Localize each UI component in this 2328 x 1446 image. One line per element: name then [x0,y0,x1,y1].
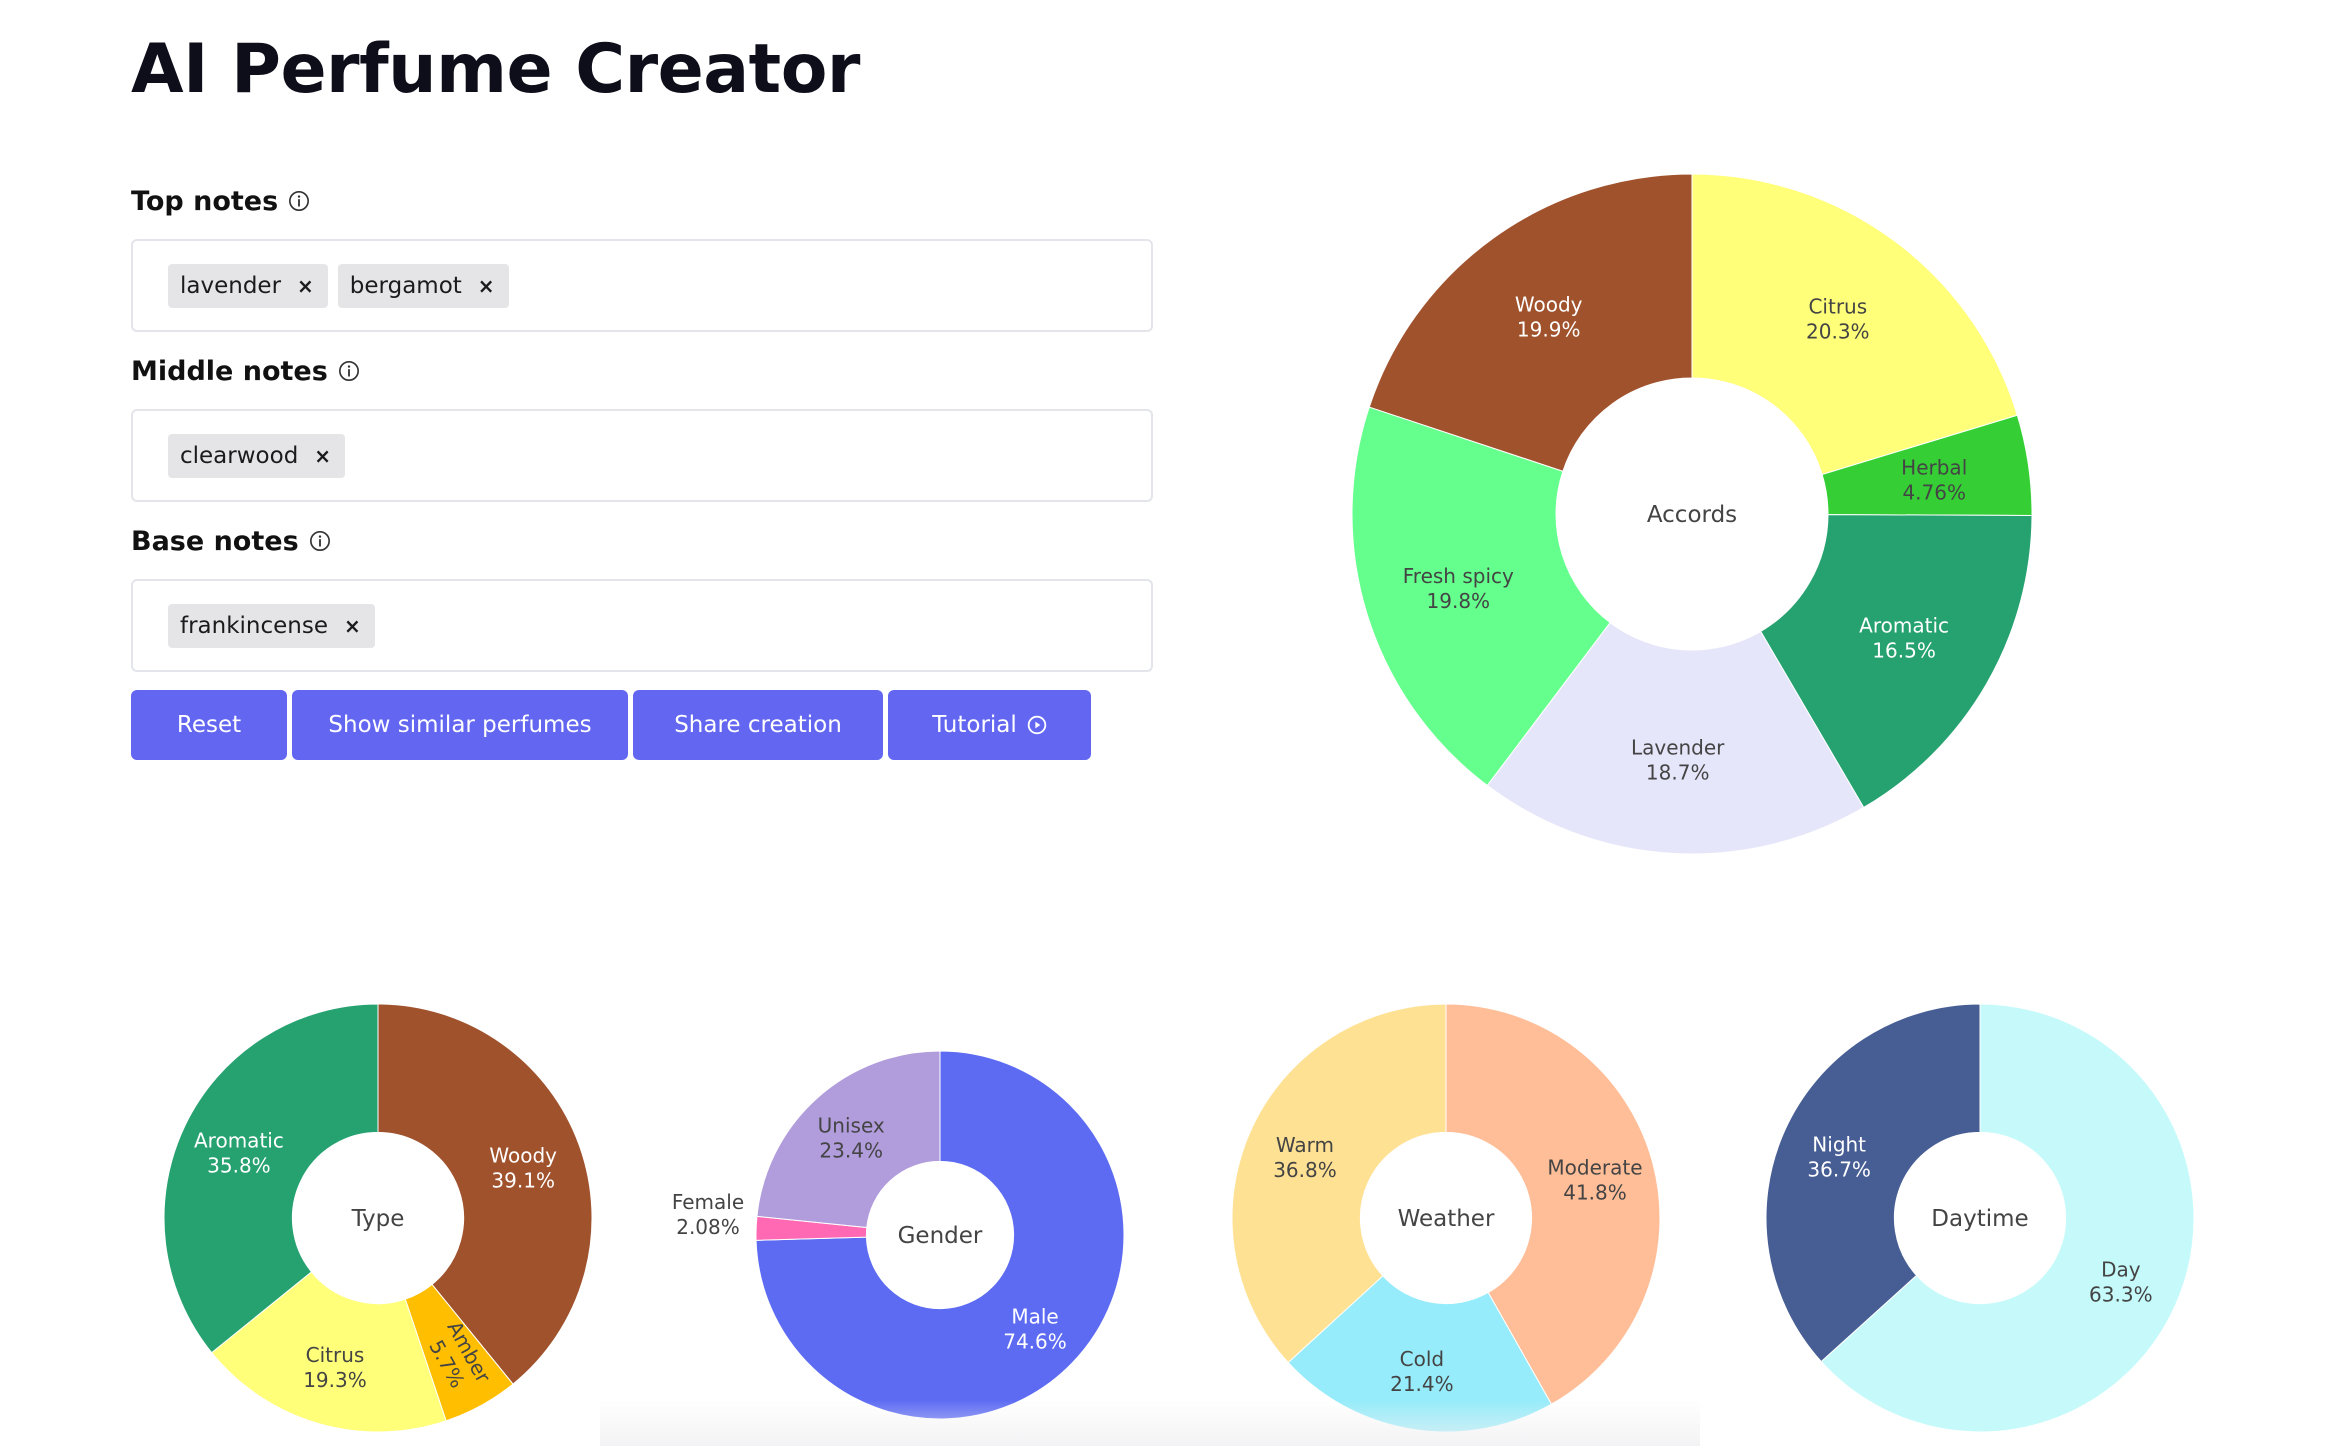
share-creation-button[interactable]: Share creation [633,690,883,760]
remove-chip-icon[interactable]: × [344,613,361,638]
top-notes-input[interactable]: lavender × bergamot × [131,239,1153,332]
slice-label: Lavender 18.7% [1631,735,1725,784]
type-donut-chart: Woody 39.1%Amber5.7%Citrus 19.3%Aromatic 35… [163,1003,593,1433]
chip-label: bergamot [349,272,462,299]
chart-center-label: Daytime [1931,1206,2028,1232]
slice-label: Female 2.08% [672,1190,744,1239]
slice-lavender[interactable] [1486,621,1865,855]
slice-label: Aromatic 35.8% [194,1129,284,1178]
slice-label: Citrus 20.3% [1806,294,1870,343]
info-icon[interactable] [309,530,331,552]
base-notes-label-text: Base notes [131,525,299,557]
weather-donut-chart: Moderate 41.8% Cold 21.4% Warm 36.8% Weather [1231,1003,1661,1433]
remove-chip-icon[interactable]: × [314,443,332,468]
slice-label: Woody 39.1% [489,1143,557,1192]
show-similar-perfumes-button[interactable]: Show similar perfumes [292,690,628,760]
slice-label: Night 36.7% [1807,1132,1871,1181]
remove-chip-icon[interactable]: × [297,273,314,298]
slice-label: Herbal 4.76% [1901,456,1967,505]
tutorial-button-label: Tutorial [932,712,1017,738]
top-notes-label: Top notes [131,183,1153,219]
show-similar-button-label: Show similar perfumes [328,712,592,738]
chart-center-label: Gender [898,1223,983,1249]
slice-unisex[interactable] [756,1050,941,1229]
slice-label: Male 74.6% [1003,1304,1067,1353]
note-chip: lavender × [168,263,328,308]
bottom-shadow [600,1400,1700,1446]
tutorial-button[interactable]: Tutorial [888,690,1091,760]
middle-notes-input[interactable]: clearwood × [131,409,1153,502]
remove-chip-icon[interactable]: × [477,273,495,298]
top-notes-section: Top notes lavender × bergamot × [131,183,1153,332]
note-chip: bergamot × [337,263,509,308]
reset-button[interactable]: Reset [131,690,287,760]
slice-label: Aromatic 16.5% [1859,613,1949,662]
daytime-donut-chart: Day 63.3% Night 36.7% Daytime [1765,1003,2195,1433]
top-notes-label-text: Top notes [131,185,279,217]
chip-label: clearwood [180,442,299,469]
base-notes-label: Base notes [131,523,1153,559]
share-button-label: Share creation [674,712,842,738]
slice-woody[interactable] [377,1003,593,1385]
info-icon[interactable] [338,360,360,382]
slice-label: Moderate 41.8% [1547,1156,1642,1205]
gender-donut-chart: Male 74.6% Female 2.08% Unisex 23.4% Gender [672,1050,1125,1420]
slice-aromatic[interactable] [163,1003,379,1354]
note-chip: frankincense × [168,603,375,648]
slice-day[interactable] [1820,1003,2195,1433]
chart-center-label: Type [351,1206,405,1232]
slice-citrus[interactable] [211,1271,447,1433]
slice-label: Woody 19.9% [1515,293,1583,342]
middle-notes-label-text: Middle notes [131,355,328,387]
chip-label: frankincense [180,612,329,639]
page-title: AI Perfume Creator [131,30,860,109]
action-buttons: Reset Show similar perfumes Share creati… [131,690,1091,760]
slice-label: Day 63.3% [2089,1258,2153,1307]
chart-center-label: Accords [1647,502,1737,528]
chart-center-label: Weather [1398,1206,1495,1232]
base-notes-section: Base notes frankincense × [131,523,1153,672]
slice-citrus[interactable] [1691,173,2018,476]
slice-label: Citrus 19.3% [303,1343,367,1392]
slice-moderate[interactable] [1445,1003,1661,1405]
play-circle-icon [1027,715,1047,735]
slice-label: Cold 21.4% [1390,1347,1454,1396]
chip-label: lavender [180,272,282,299]
middle-notes-section: Middle notes clearwood × [131,353,1153,502]
slice-label: Fresh spicy 19.8% [1403,564,1514,613]
slice-label: Unisex 23.4% [818,1114,885,1163]
slice-aromatic[interactable] [1759,514,2033,809]
accords-donut-chart: Citrus 20.3% Herbal 4.76% Aromatic 16.5% Laven… [1351,173,2033,855]
base-notes-input[interactable]: frankincense × [131,579,1153,672]
slice-warm[interactable] [1231,1003,1447,1364]
note-chip: clearwood × [168,433,346,478]
slice-male[interactable] [755,1050,1125,1420]
slice-fresh-spicy[interactable] [1351,406,1611,787]
slice-woody[interactable] [1368,173,1693,472]
reset-button-label: Reset [176,712,242,738]
slice-label: Warm 36.8% [1273,1133,1337,1182]
info-icon[interactable] [288,190,310,212]
slice-night[interactable] [1765,1003,1981,1363]
middle-notes-label: Middle notes [131,353,1153,389]
